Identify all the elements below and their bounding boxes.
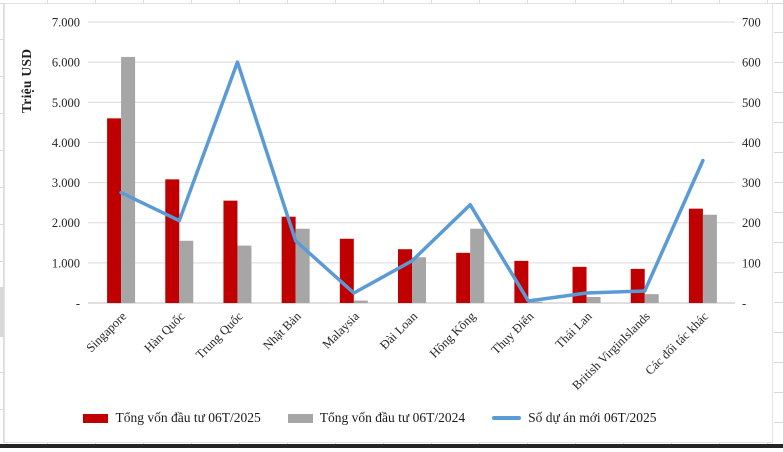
sheet-grid-right (774, 3, 783, 443)
chart-legend: Tổng vốn đầu tư 06T/2025 Tổng vốn đầu tư… (0, 410, 740, 426)
legend-item-du-an-moi[interactable]: Số dự án mới 06T/2025 (492, 410, 657, 426)
sheet-shaded-cell (0, 287, 4, 337)
legend-item-von-2024[interactable]: Tổng vốn đầu tư 06T/2024 (287, 410, 466, 426)
legend-swatch-gray-bar (287, 413, 313, 423)
legend-item-von-2025[interactable]: Tổng vốn đầu tư 06T/2025 (83, 410, 261, 426)
legend-label: Tổng vốn đầu tư 06T/2024 (319, 410, 466, 425)
legend-label: Tổng vốn đầu tư 06T/2025 (115, 410, 261, 425)
chart-canvas[interactable] (4, 3, 773, 443)
y-axis-title: Triệu USD (19, 48, 34, 113)
legend-swatch-blue-line (492, 416, 522, 420)
legend-swatch-red-bar (83, 413, 109, 423)
sheet-grid-left (0, 3, 4, 443)
legend-label: Số dự án mới 06T/2025 (528, 410, 657, 425)
sheet-dark-row-border (0, 444, 783, 448)
